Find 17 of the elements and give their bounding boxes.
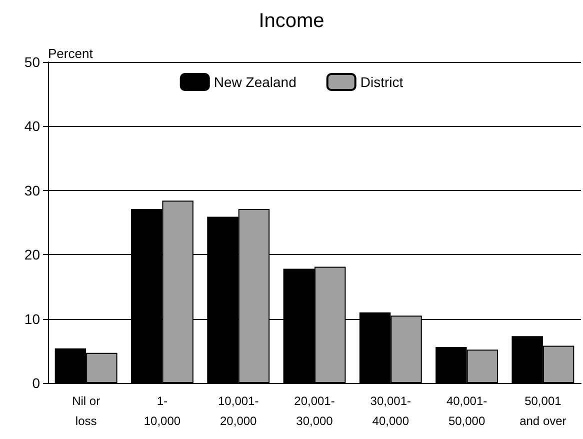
chart-title: Income — [258, 10, 324, 32]
x-tick-label: 40,001- 50,000 — [446, 394, 488, 428]
y-tick-label: 10 — [24, 310, 40, 327]
y-axis-title: Percent — [48, 46, 94, 61]
legend-label: District — [360, 74, 404, 90]
legend-label: New Zealand — [214, 74, 296, 90]
x-tick-label: 20,001- 30,000 — [294, 394, 335, 428]
x-tick-label: 1- 10,000 — [144, 394, 181, 428]
x-tick-label: 10,001- 20,000 — [218, 394, 259, 428]
x-tick-label: 30,001- 40,000 — [370, 394, 411, 428]
x-tick-label: Nil or loss — [72, 394, 100, 428]
y-tick-label: 30 — [24, 182, 40, 198]
y-tick-label: 20 — [24, 246, 40, 263]
y-tick-label: 0 — [32, 375, 40, 391]
x-tick-label: 50,001 and over — [520, 394, 566, 428]
y-tick-label: 40 — [24, 118, 40, 134]
y-tick-label: 50 — [24, 54, 40, 70]
